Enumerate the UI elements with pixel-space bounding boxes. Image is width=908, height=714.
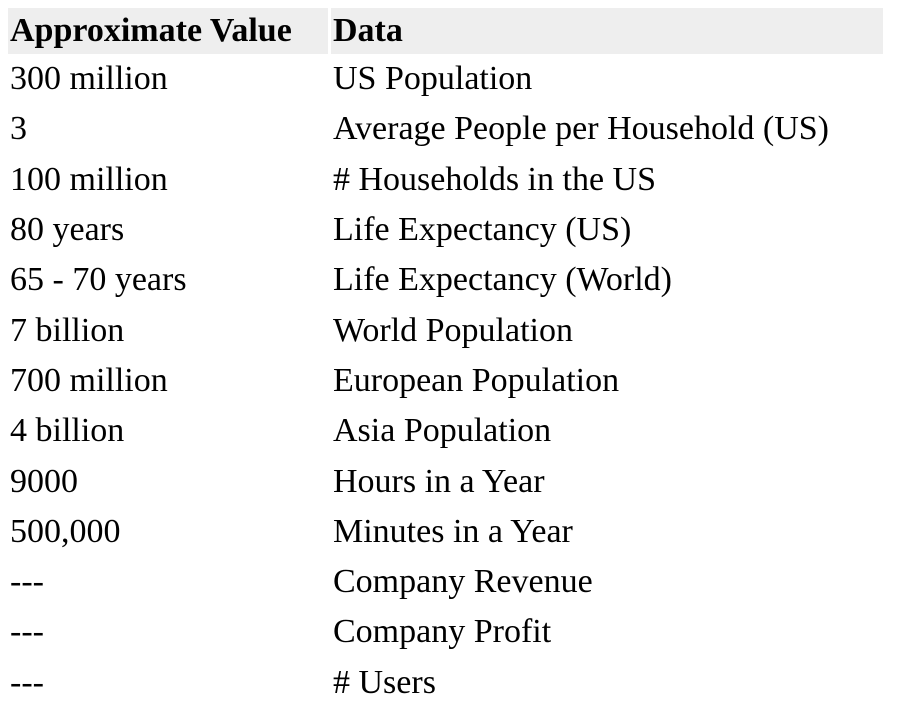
data-cell: Minutes in a Year [333, 512, 573, 550]
value-cell: 65 - 70 years [10, 261, 187, 299]
table-row: 700 million European Population [8, 356, 883, 406]
value-cell: 500,000 [10, 512, 121, 550]
value-cell: --- [10, 613, 44, 651]
header-data: Data [331, 8, 883, 54]
table-row: 80 years Life Expectancy (US) [8, 205, 883, 255]
table-row: 7 billion World Population [8, 305, 883, 355]
estimates-table-container: Approximate Value Data 300 million US Po… [8, 8, 886, 708]
value-cell: --- [10, 563, 44, 601]
value-cell: --- [10, 663, 44, 701]
data-cell: US Population [333, 60, 533, 98]
table-row: 4 billion Asia Population [8, 406, 883, 456]
value-cell: 7 billion [10, 311, 125, 349]
data-cell: European Population [333, 361, 620, 399]
data-cell: Asia Population [333, 412, 552, 450]
table-row: --- # Users [8, 658, 883, 708]
value-cell: 100 million [10, 160, 168, 198]
table-row: 9000 Hours in a Year [8, 456, 883, 506]
estimates-table: Approximate Value Data 300 million US Po… [5, 8, 886, 708]
table-row: 300 million US Population [8, 54, 883, 104]
value-cell: 700 million [10, 361, 168, 399]
table-body: 300 million US Population 3 Average Peop… [8, 54, 883, 708]
table-row: 500,000 Minutes in a Year [8, 507, 883, 557]
data-cell: Life Expectancy (US) [333, 211, 632, 249]
data-cell: Company Revenue [333, 563, 593, 601]
data-cell: Hours in a Year [333, 462, 545, 500]
data-cell: Company Profit [333, 613, 552, 651]
value-cell: 3 [10, 110, 27, 148]
data-cell: # Households in the US [333, 160, 656, 198]
table-row: 3 Average People per Household (US) [8, 104, 883, 154]
header-approximate-value: Approximate Value [8, 8, 328, 54]
table-row: --- Company Profit [8, 607, 883, 657]
value-cell: 300 million [10, 60, 168, 98]
header-row: Approximate Value Data [8, 8, 883, 54]
data-cell: World Population [333, 311, 573, 349]
data-cell: # Users [333, 663, 436, 701]
value-cell: 4 billion [10, 412, 125, 450]
table-header: Approximate Value Data [8, 8, 883, 54]
data-cell: Life Expectancy (World) [333, 261, 672, 299]
value-cell: 9000 [10, 462, 78, 500]
data-cell: Average People per Household (US) [333, 110, 830, 148]
table-row: --- Company Revenue [8, 557, 883, 607]
table-row: 65 - 70 years Life Expectancy (World) [8, 255, 883, 305]
value-cell: 80 years [10, 211, 125, 249]
table-row: 100 million # Households in the US [8, 155, 883, 205]
